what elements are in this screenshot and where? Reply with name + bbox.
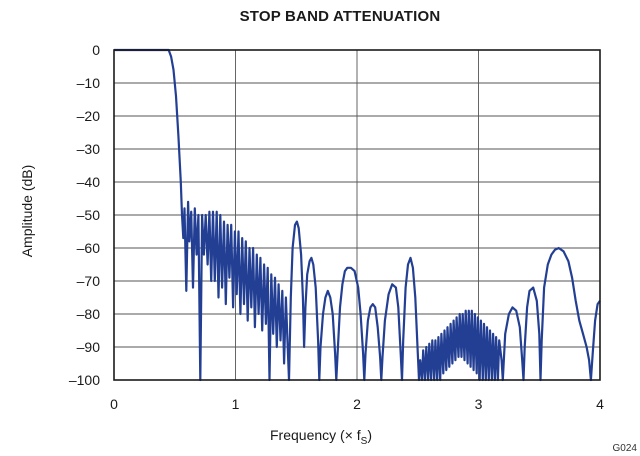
x-axis-label: Frequency (× fS) xyxy=(270,427,372,447)
tick-labels: 0 1 2 3 4 0 –10 –20 –30 –40 –50 –60 –70 –80 –90 –100 xyxy=(69,42,604,412)
figure-code: G024 xyxy=(612,443,637,454)
y-tick-label: –100 xyxy=(69,372,100,388)
y-tick-label: –20 xyxy=(77,108,101,124)
x-tick-label: 3 xyxy=(475,396,483,412)
y-tick-label: –80 xyxy=(77,306,101,322)
y-tick-label: –70 xyxy=(77,273,101,289)
y-tick-label: –50 xyxy=(77,207,101,223)
x-axis-label-close: ) xyxy=(367,427,372,443)
x-tick-label: 4 xyxy=(596,396,604,412)
plot-frame xyxy=(113,49,601,381)
chart-title: STOP BAND ATTENUATION xyxy=(239,8,441,25)
x-tick-label: 1 xyxy=(232,396,240,412)
series-line-amplitude xyxy=(114,48,601,382)
y-tick-label: 0 xyxy=(92,42,100,58)
y-tick-label: –30 xyxy=(77,141,101,157)
x-tick-label: 2 xyxy=(353,396,361,412)
y-tick-label: –60 xyxy=(77,240,101,256)
y-tick-label: –10 xyxy=(77,75,101,91)
x-axis-label-subscript: S xyxy=(360,435,368,447)
x-tick-label: 0 xyxy=(110,396,118,412)
y-tick-label: –40 xyxy=(77,174,101,190)
y-tick-label: –90 xyxy=(77,339,101,355)
x-axis-label-text: Frequency (× f xyxy=(270,427,361,443)
